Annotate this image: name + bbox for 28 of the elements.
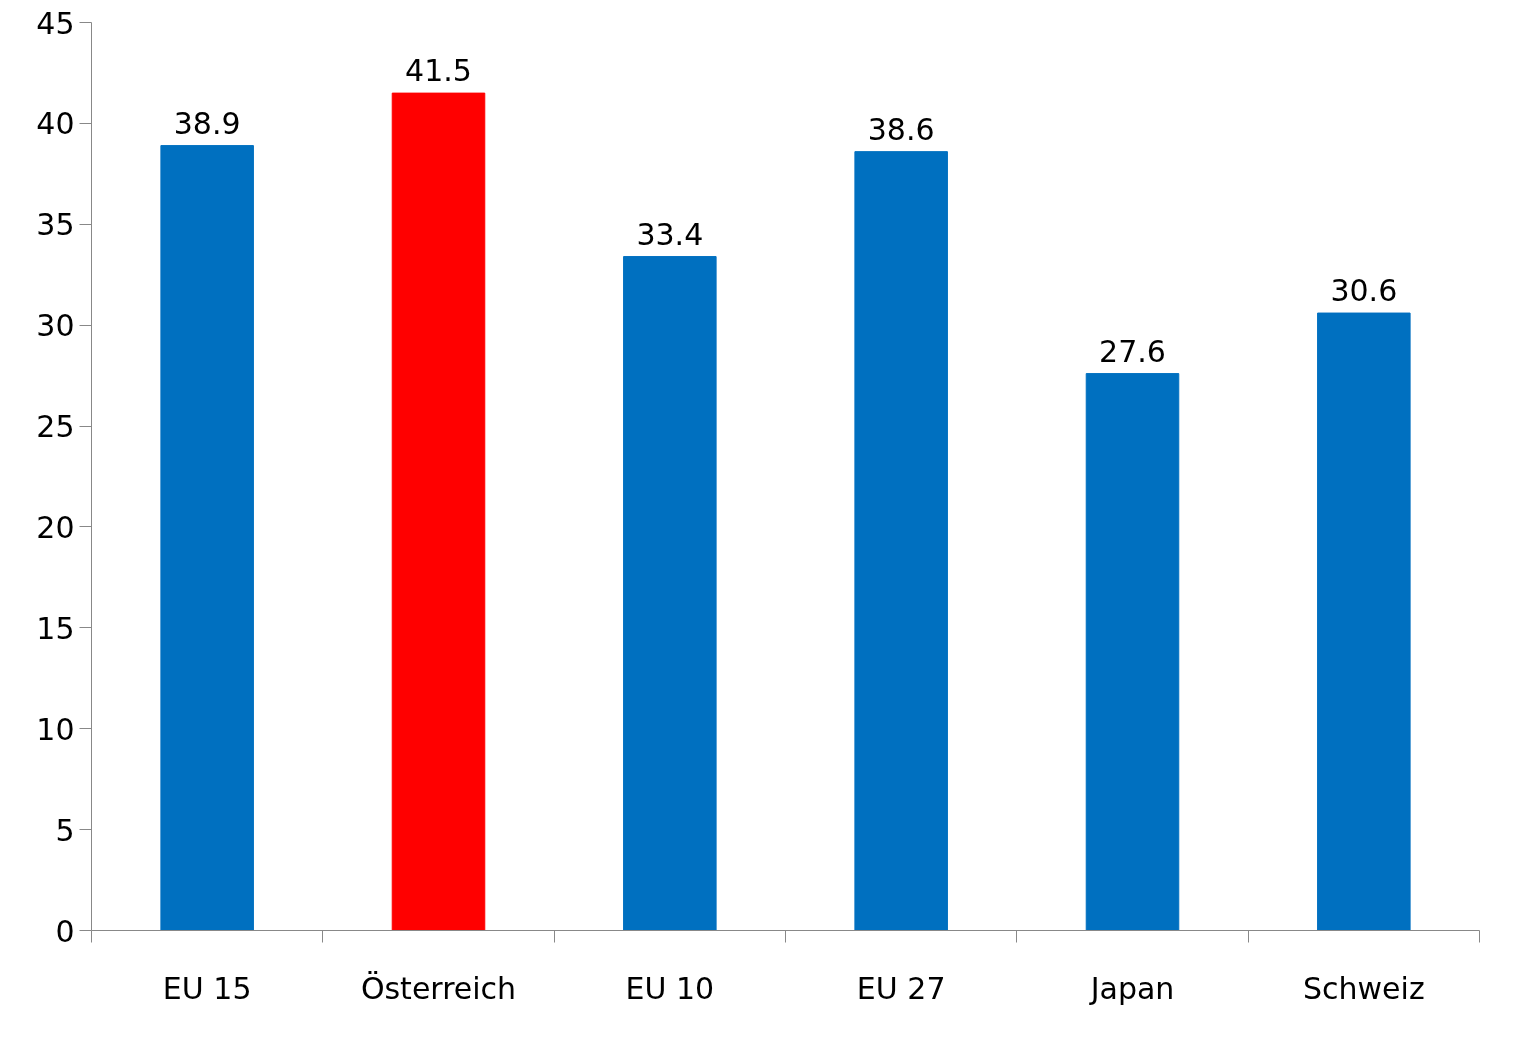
bar — [854, 151, 948, 931]
x-tick-label: Schweiz — [1303, 970, 1425, 1006]
data-label: 38.6 — [867, 111, 935, 147]
data-label: 33.4 — [636, 216, 704, 252]
y-tick-label: 30 — [36, 308, 75, 344]
y-tick-label: 15 — [36, 610, 75, 646]
bar — [1085, 373, 1180, 931]
y-tick-label: 35 — [36, 207, 75, 243]
y-tick-label: 40 — [36, 106, 75, 142]
x-tick-label: EU 15 — [162, 970, 252, 1006]
data-label: 41.5 — [405, 53, 472, 89]
x-tick-label: Österreich — [360, 970, 517, 1006]
y-tick-label: 10 — [36, 711, 75, 747]
y-tick-label: 20 — [36, 509, 75, 545]
bar — [623, 256, 717, 931]
bar — [1317, 312, 1411, 931]
bar — [391, 92, 486, 931]
data-label: 38.9 — [173, 105, 241, 141]
data-label: 30.6 — [1330, 273, 1398, 309]
x-tick-label: EU 27 — [856, 970, 946, 1006]
y-tick-label: 0 — [55, 913, 75, 949]
x-tick-label: Japan — [1088, 970, 1175, 1006]
y-tick-label: 5 — [55, 812, 75, 848]
data-label: 27.6 — [1099, 333, 1166, 369]
bar — [160, 145, 254, 931]
x-tick-label: EU 10 — [625, 970, 715, 1006]
y-tick-label: 45 — [36, 5, 75, 41]
y-tick-label: 25 — [36, 409, 75, 445]
